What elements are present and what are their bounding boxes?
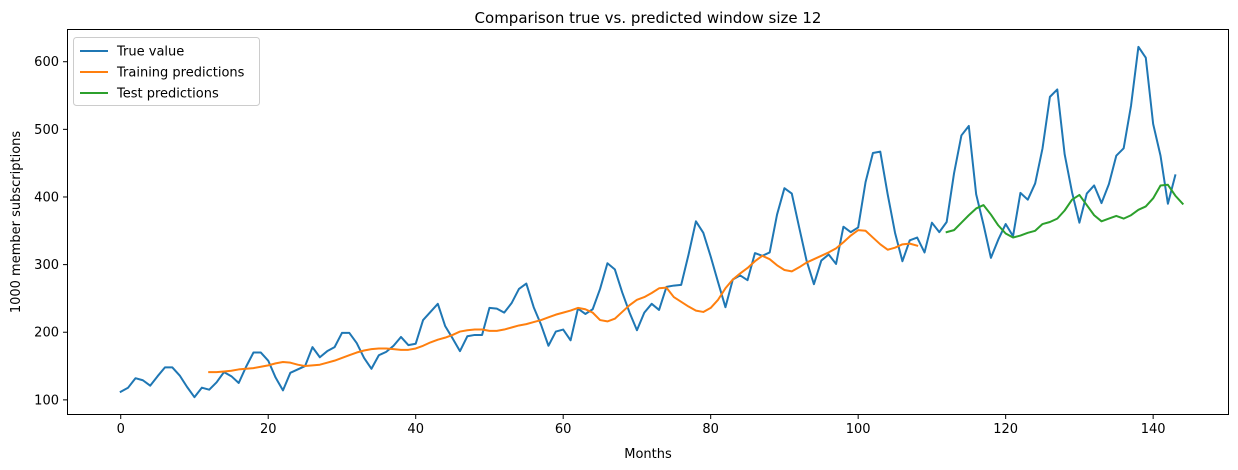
x-tick-label: 100: [846, 422, 871, 437]
legend: True value Training predictions Test pre…: [73, 37, 260, 106]
y-tick-label: 300: [34, 258, 59, 273]
y-tick-label: 500: [34, 123, 59, 138]
tick-layer: 0 20 40 60 80 100 120 140 100 200 300 400 500 600: [34, 55, 1165, 437]
y-tick-label: 400: [34, 190, 59, 205]
test-predictions-line: [945, 183, 1185, 239]
true-value-line: [119, 45, 1177, 399]
series-layer: [119, 45, 1185, 399]
chart-title: Comparison true vs. predicted window siz…: [475, 9, 822, 27]
training-predictions-line: [208, 229, 919, 374]
y-axis-title: 1000 member subscriptions: [9, 131, 24, 314]
legend-box: [73, 37, 260, 106]
x-tick-label: 60: [555, 422, 572, 437]
legend-label-true: True value: [116, 45, 184, 60]
x-tick-label: 40: [407, 422, 424, 437]
x-tick-label: 120: [993, 422, 1018, 437]
x-tick-label: 0: [117, 422, 125, 437]
legend-label-test: Test predictions: [116, 87, 219, 102]
y-tick-label: 600: [34, 55, 59, 70]
x-tick-label: 80: [702, 422, 719, 437]
x-tick-label: 140: [1141, 422, 1166, 437]
x-tick-label: 20: [260, 422, 277, 437]
plot-frame: [67, 29, 1229, 415]
x-axis-title: Months: [624, 447, 672, 462]
legend-label-training: Training predictions: [116, 66, 245, 81]
y-tick-label: 100: [34, 393, 59, 408]
y-tick-label: 200: [34, 326, 59, 341]
